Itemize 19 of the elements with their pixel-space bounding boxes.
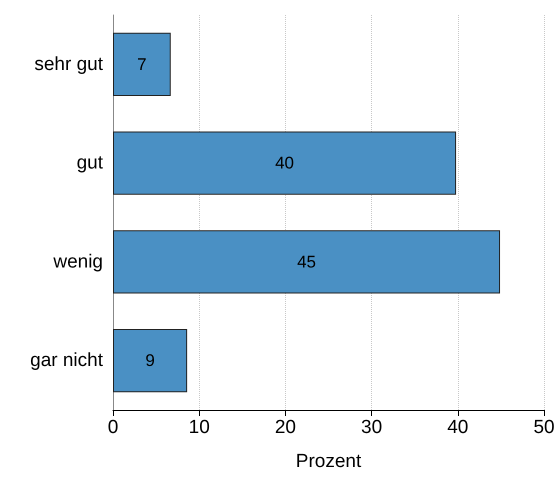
y-tick-label: gut xyxy=(76,152,104,174)
x-tick-label: 50 xyxy=(533,417,555,438)
y-tick-label: wenig xyxy=(52,251,103,272)
bar xyxy=(113,329,188,392)
y-tick-label: gar nicht xyxy=(30,350,104,372)
x-tick-label: 20 xyxy=(274,417,296,438)
x-tick-label: 40 xyxy=(447,417,468,438)
bar xyxy=(113,32,171,96)
x-axis-title: Prozent xyxy=(296,451,362,472)
data-label: 40 xyxy=(275,154,294,173)
bar xyxy=(113,132,456,195)
bar xyxy=(113,230,500,294)
x-tick-label: 30 xyxy=(361,417,382,438)
data-label: 7 xyxy=(137,54,147,74)
x-tick-label: 10 xyxy=(188,417,210,438)
data-label: 9 xyxy=(145,351,155,370)
y-tick-label: sehr gut xyxy=(34,54,104,75)
x-tick-label: 0 xyxy=(108,417,118,438)
data-label: 45 xyxy=(297,252,316,272)
